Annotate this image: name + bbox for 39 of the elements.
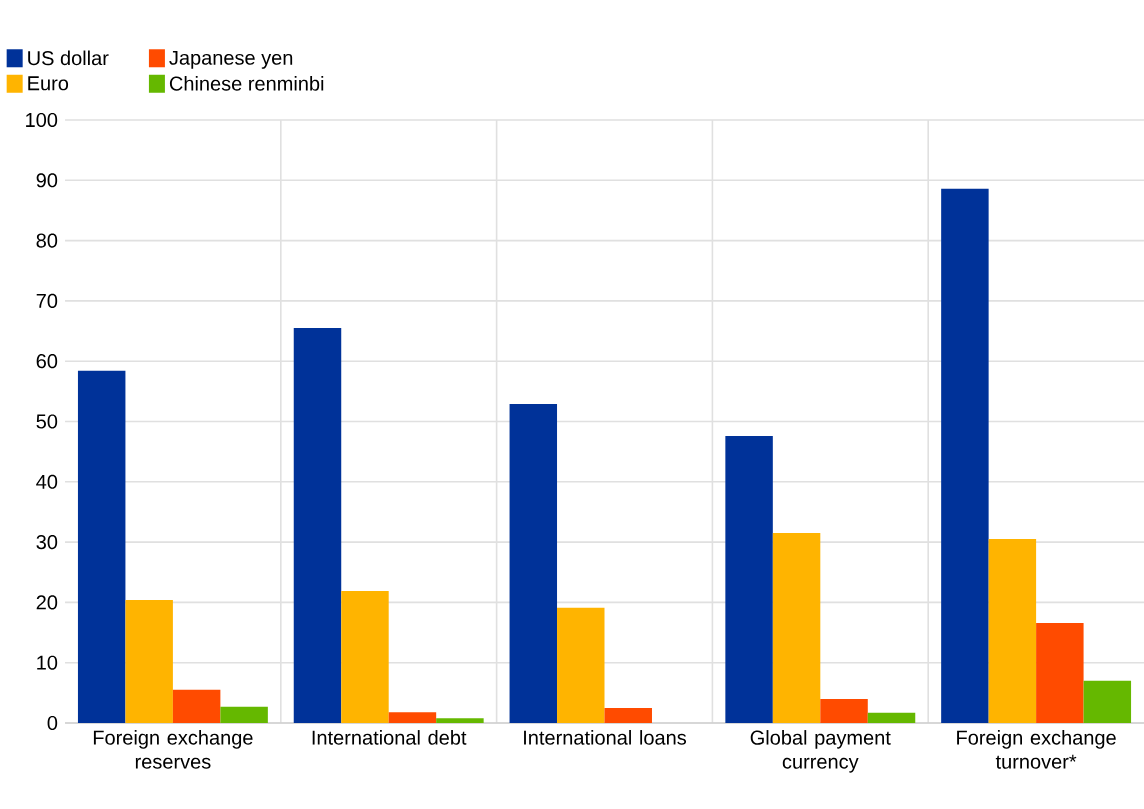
x-tick-label: Foreign exchange turnover* bbox=[957, 730, 1116, 769]
bar bbox=[941, 188, 989, 723]
y-tick-label: 60 bbox=[36, 354, 58, 369]
y-tick-label: 80 bbox=[36, 233, 58, 248]
bar bbox=[509, 404, 558, 723]
y-tick-label: 0 bbox=[47, 715, 58, 731]
bar bbox=[1036, 622, 1084, 723]
y-tick-label: 100 bbox=[26, 112, 58, 128]
legend-label: Chinese renminbi bbox=[169, 76, 324, 91]
bar bbox=[557, 607, 605, 723]
bar bbox=[125, 599, 173, 723]
y-tick-label: 10 bbox=[37, 655, 58, 670]
legend-label: US dollar bbox=[28, 50, 109, 66]
x-tick-label: International loans bbox=[524, 730, 687, 745]
legend-label: Euro bbox=[28, 76, 69, 91]
bar bbox=[436, 718, 484, 723]
bar bbox=[220, 706, 268, 723]
y-tick-label: 40 bbox=[36, 474, 58, 489]
bar bbox=[867, 712, 916, 723]
bar bbox=[77, 370, 126, 723]
y-tick-label: 70 bbox=[36, 293, 58, 308]
y-tick-label: 90 bbox=[36, 173, 58, 188]
bar bbox=[820, 698, 868, 723]
legend-label: Japanese yen bbox=[169, 50, 293, 69]
y-tick-label: 30 bbox=[36, 535, 58, 550]
bar bbox=[341, 590, 389, 723]
bar bbox=[604, 707, 652, 723]
bar bbox=[388, 712, 437, 723]
bar bbox=[725, 435, 773, 723]
bar bbox=[772, 533, 821, 723]
y-tick-label: 50 bbox=[36, 414, 58, 429]
bar bbox=[1083, 680, 1132, 723]
x-tick-label: Global payment currency bbox=[750, 730, 891, 773]
y-tick-label: 20 bbox=[36, 595, 58, 610]
x-tick-label: Foreign exchange reserves bbox=[93, 730, 253, 769]
x-tick-label: International debt bbox=[312, 730, 467, 745]
bar bbox=[988, 539, 1037, 723]
bar bbox=[293, 328, 342, 723]
bar bbox=[172, 689, 221, 723]
